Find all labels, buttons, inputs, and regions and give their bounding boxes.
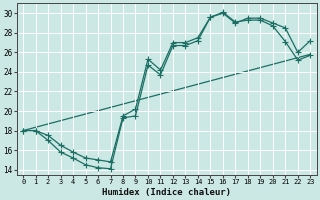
X-axis label: Humidex (Indice chaleur): Humidex (Indice chaleur): [102, 188, 231, 197]
